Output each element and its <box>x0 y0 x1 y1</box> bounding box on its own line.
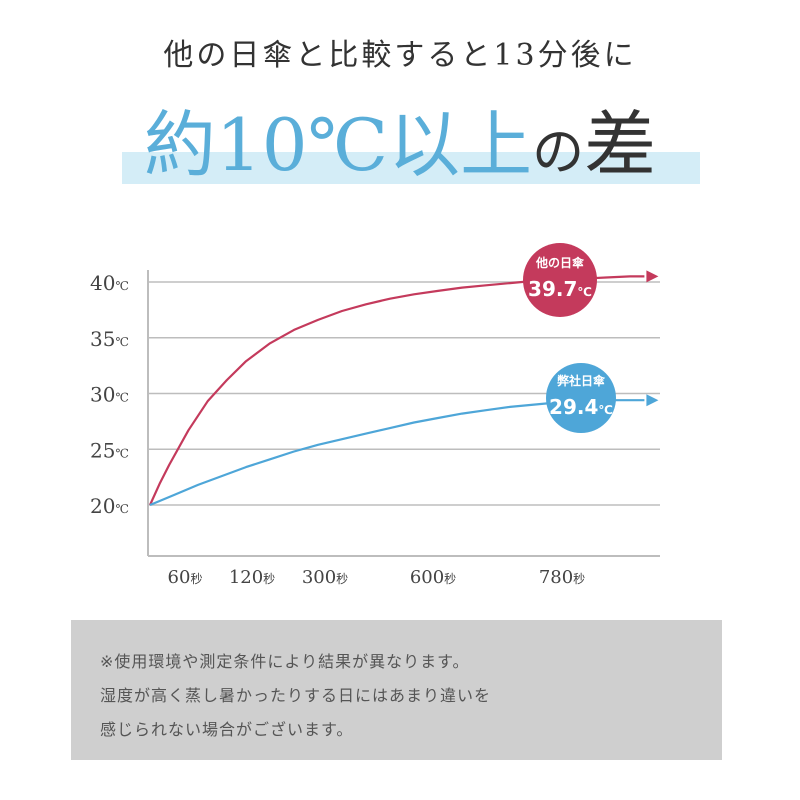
series-name-label: 弊社日傘 <box>557 373 606 388</box>
headline-rest2: 差 <box>584 103 657 187</box>
x-tick-label: 60秒 <box>168 567 203 588</box>
x-tick-label: 120秒 <box>229 567 275 588</box>
x-tick-label: 300秒 <box>302 567 348 588</box>
headline-highlight <box>122 152 700 184</box>
series-name-label: 他の日傘 <box>535 255 585 270</box>
x-tick-label: 780秒 <box>539 567 585 588</box>
subtitle: 他の日傘と比較すると13分後に <box>163 38 637 73</box>
y-tick-label: 25℃ <box>90 438 129 462</box>
series-label-bubble <box>523 243 597 317</box>
headline-rest1: 以上 <box>388 103 533 187</box>
note-line-1: ※使用環境や測定条件により結果が異なります。 <box>100 652 470 671</box>
temperature-chart: 40℃ 35℃ 30℃ 25℃ 20℃ 60秒 120秒 300秒 600秒 780秒 他の日傘 39… <box>90 243 660 588</box>
x-tick-label: 600秒 <box>410 567 456 588</box>
headline-approx: 約 <box>143 103 216 187</box>
headline: 約10℃以上の差 <box>0 86 800 191</box>
headline-value: 10 <box>215 103 308 187</box>
series-value-label: 29.4℃ <box>549 395 613 419</box>
series-arrowhead <box>646 394 659 407</box>
headline-unit: ℃ <box>307 103 389 187</box>
y-tick-label: 20℃ <box>90 494 129 518</box>
y-tick-label: 40℃ <box>90 271 129 295</box>
series-value-label: 39.7℃ <box>528 277 592 301</box>
headline-particle: の <box>532 123 585 183</box>
series-arrowhead <box>646 270 659 283</box>
note-box <box>71 620 722 760</box>
note-line-2: 湿度が高く蒸し暑かったりする日にはあまり違いを <box>100 686 492 705</box>
note-line-3: 感じられない場合がございます。 <box>100 720 354 739</box>
series-label-bubble <box>546 363 616 433</box>
y-tick-label: 35℃ <box>90 327 129 351</box>
y-tick-label: 30℃ <box>90 383 129 407</box>
